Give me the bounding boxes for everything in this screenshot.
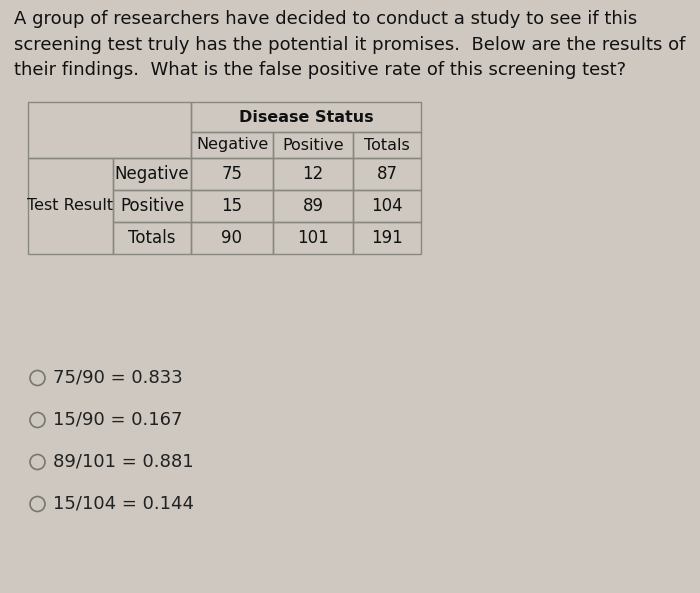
Bar [273, 222, 353, 254]
Bar [273, 158, 353, 190]
Text: Totals: Totals [364, 138, 410, 152]
Text: Totals: Totals [128, 229, 176, 247]
Bar [113, 190, 191, 222]
Text: 15: 15 [221, 197, 243, 215]
Text: 15/90 = 0.167: 15/90 = 0.167 [53, 411, 183, 429]
Bar [191, 102, 421, 132]
Bar [191, 158, 273, 190]
Text: 75: 75 [221, 165, 242, 183]
Text: Positive: Positive [282, 138, 344, 152]
Text: Positive: Positive [120, 197, 184, 215]
Bar [191, 132, 273, 158]
Text: Test Result: Test Result [27, 199, 113, 213]
Text: 15/104 = 0.144: 15/104 = 0.144 [53, 495, 194, 513]
Bar [353, 190, 421, 222]
Text: 89/101 = 0.881: 89/101 = 0.881 [53, 453, 194, 471]
Bar [28, 102, 191, 158]
Text: Disease Status: Disease Status [239, 110, 373, 125]
Text: 90: 90 [221, 229, 242, 247]
Bar [28, 158, 113, 254]
Text: 101: 101 [297, 229, 329, 247]
Bar [273, 132, 353, 158]
Text: 89: 89 [302, 197, 323, 215]
Text: 12: 12 [302, 165, 323, 183]
Text: 104: 104 [371, 197, 402, 215]
Text: 75/90 = 0.833: 75/90 = 0.833 [53, 369, 183, 387]
Bar [191, 222, 273, 254]
Text: Negative: Negative [115, 165, 189, 183]
Bar [191, 190, 273, 222]
Bar [28, 102, 421, 254]
Text: 191: 191 [371, 229, 403, 247]
Bar [113, 222, 191, 254]
Bar [353, 158, 421, 190]
Bar [353, 132, 421, 158]
Text: A group of researchers have decided to conduct a study to see if this
screening : A group of researchers have decided to c… [14, 10, 685, 79]
Bar [273, 190, 353, 222]
Bar [113, 158, 191, 190]
Text: 87: 87 [377, 165, 398, 183]
Bar [353, 222, 421, 254]
Text: Negative: Negative [196, 138, 268, 152]
